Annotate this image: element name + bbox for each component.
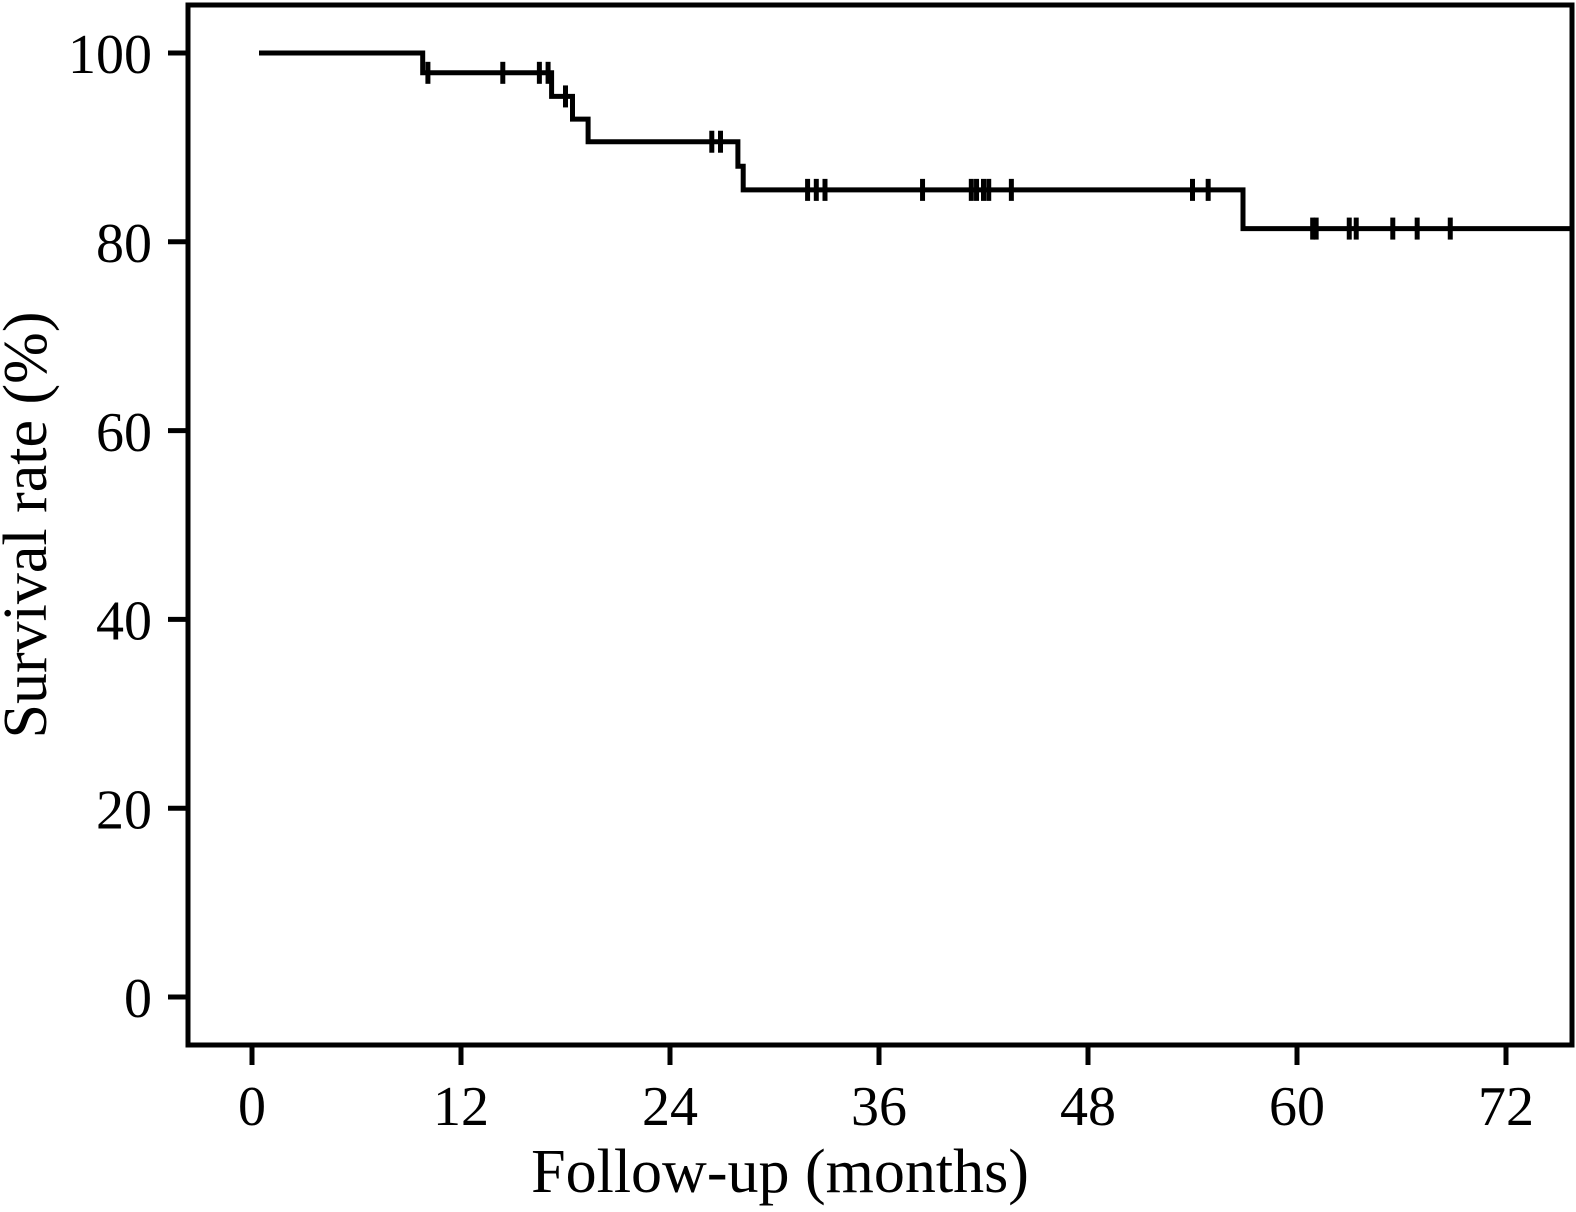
x-tick-label: 60	[1269, 1076, 1325, 1138]
survival-curve-group	[259, 50, 1573, 232]
x-tick-label: 24	[642, 1076, 698, 1138]
y-tick-label: 40	[96, 591, 152, 653]
plot-frame	[185, 2, 1575, 1048]
y-tick-label: 20	[96, 779, 152, 841]
x-axis-ticks: 0 12 24 36 48 60 72	[238, 1045, 1534, 1138]
y-tick-label: 100	[68, 24, 152, 86]
y-tick-label: 60	[96, 402, 152, 464]
y-axis-label: Survival rate (%)	[0, 312, 60, 739]
x-tick-label: 12	[433, 1076, 489, 1138]
y-tick-label: 80	[96, 213, 152, 275]
censor-marks-group	[425, 61, 1453, 240]
y-axis-ticks: 0 20 40 60 80 100	[68, 24, 188, 1030]
y-tick-label: 0	[124, 968, 152, 1030]
x-tick-label: 48	[1060, 1076, 1116, 1138]
x-axis-label: Follow-up (months)	[531, 1138, 1029, 1206]
x-tick-label: 72	[1478, 1076, 1534, 1138]
x-tick-label: 0	[238, 1076, 266, 1138]
survival-curve	[259, 50, 1573, 232]
x-tick-label: 36	[851, 1076, 907, 1138]
